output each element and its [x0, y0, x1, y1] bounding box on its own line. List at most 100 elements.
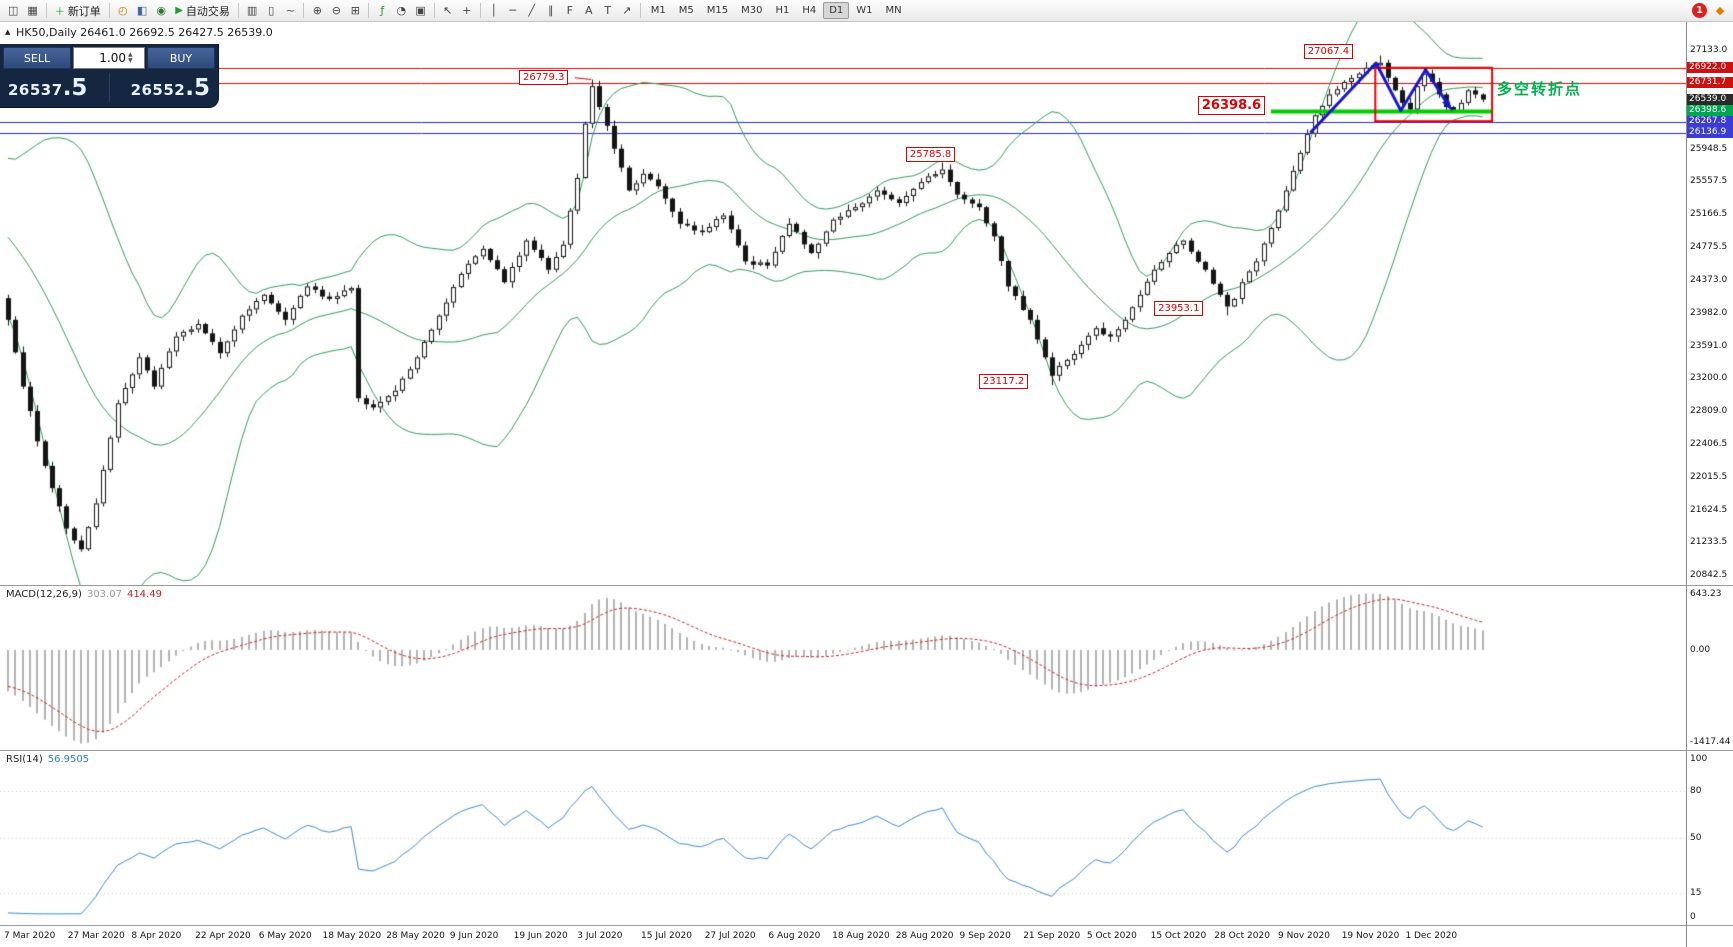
time-axis-label: 18 Aug 2020 — [832, 931, 890, 941]
tile-windows-icon[interactable]: ⊞ — [350, 4, 360, 17]
time-axis-label: 15 Jul 2020 — [641, 931, 692, 941]
time-axis-label: 19 Nov 2020 — [1341, 931, 1400, 941]
horizontal-line-icon[interactable]: ─ — [509, 4, 517, 17]
autotrade-button-icon: ▶ — [175, 5, 183, 16]
widget-divider — [109, 73, 110, 102]
cursor-icon[interactable]: ↖ — [443, 4, 453, 17]
volume-input[interactable] — [74, 51, 126, 65]
zoom-out-icon[interactable]: ⊖ — [331, 4, 341, 17]
time-axis-label: 15 Oct 2020 — [1150, 931, 1207, 941]
timeframe-d1[interactable]: D1 — [823, 2, 850, 19]
time-axis-label: 22 Apr 2020 — [195, 931, 251, 941]
chart-profiles-icon[interactable]: ▦ — [27, 4, 38, 17]
rsi-label: RSI(14) 56.9505 — [6, 754, 89, 765]
strategy-tester-icon[interactable]: ◉ — [156, 4, 167, 17]
trendline-icon[interactable]: ╱ — [528, 4, 536, 17]
main-toolbar: ◫ ▦ ＋新订单 ◴ ◧ ◉ ▶ 自动交易 ▥ ▯ ~ ⊕ ⊖ ⊞ ƒ ◔ ▣ ↖ + │ ─ ╱ ∥ F A T ↗ M1 M5 M15… — [0, 0, 1733, 22]
market-watch-icon[interactable]: ◴ — [118, 4, 128, 17]
timeframe-m1[interactable]: M1 — [650, 5, 666, 16]
trend-note[interactable]: 多空转折点 — [1497, 80, 1583, 98]
toolbar-separator — [433, 3, 435, 18]
text-icon[interactable]: A — [584, 4, 593, 17]
macd-axis-bottom: -1417.44 — [1690, 737, 1731, 747]
bar-chart-icon[interactable]: ▥ — [246, 4, 258, 17]
volume-spinner-up-icon[interactable]: ▲ — [128, 51, 133, 58]
periods-icon[interactable]: ◔ — [396, 4, 407, 17]
timeframe-m15[interactable]: M15 — [706, 5, 729, 16]
toolbar-separator — [45, 3, 47, 18]
crosshair-icon[interactable]: + — [462, 4, 472, 17]
price-axis-tick: 23591.0 — [1690, 340, 1728, 351]
sell-price[interactable]: 26537.5 — [8, 74, 88, 101]
line-chart-icon[interactable]: ~ — [285, 4, 295, 17]
label-icon[interactable]: T — [604, 4, 612, 17]
volume-spinner-down-icon[interactable]: ▼ — [128, 57, 133, 64]
channel-icon[interactable]: ∥ — [547, 4, 554, 17]
macd-name: MACD(12,26,9) — [6, 589, 82, 600]
rsi-axis-level: 100 — [1690, 754, 1708, 764]
new-order-button[interactable]: ＋新订单 — [51, 2, 105, 20]
time-axis-label: 6 Aug 2020 — [768, 931, 821, 941]
time-axis-label: 9 Jun 2020 — [449, 931, 499, 941]
macd-value-signal: 414.49 — [126, 589, 162, 600]
fibonacci-icon[interactable]: F — [566, 4, 573, 17]
main-chart-canvas[interactable] — [0, 22, 1686, 585]
macd-axis-zero: 0.00 — [1690, 644, 1711, 655]
pane-separator[interactable] — [0, 750, 1733, 751]
time-axis[interactable]: 7 Mar 2020 27 Mar 2020 8 Apr 2020 22 Apr 20… — [0, 926, 1686, 947]
time-axis-label: 28 Oct 2020 — [1214, 931, 1270, 941]
timeframe-m5[interactable]: M5 — [678, 5, 694, 16]
sell-button[interactable]: SELL — [3, 47, 71, 69]
price-annotation[interactable]: 23953.1 — [1154, 300, 1204, 316]
price-axis-tick: 25948.5 — [1690, 143, 1728, 154]
price-annotation[interactable]: 26398.6 — [1197, 95, 1266, 115]
window-edge-icon[interactable]: ◆ — [1715, 4, 1725, 17]
timeframe-mn[interactable]: MN — [885, 5, 902, 16]
buy-price[interactable]: 26552.5 — [130, 74, 210, 101]
macd-axis-top: 643.23 — [1690, 589, 1722, 599]
chart-ohlc-header: HK50,Daily 26461.0 26692.5 26427.5 26539… — [16, 26, 273, 39]
indicators-icon[interactable]: ƒ — [380, 4, 385, 17]
candlestick-chart-icon[interactable]: ▯ — [268, 4, 275, 17]
time-axis-label: 19 Jun 2020 — [513, 931, 568, 941]
autotrade-button-label: 自动交易 — [185, 4, 230, 18]
data-window-icon[interactable]: ◧ — [136, 4, 148, 17]
zoom-in-icon[interactable]: ⊕ — [312, 4, 322, 17]
price-axis-tick: 27133.0 — [1690, 45, 1728, 55]
arrow-tools-icon[interactable]: ↗ — [622, 4, 632, 17]
time-axis-label: 27 Jul 2020 — [704, 931, 756, 941]
timeframe-h1[interactable]: H1 — [775, 5, 790, 16]
templates-icon[interactable]: ▣ — [415, 4, 426, 17]
volume-spinner[interactable]: ▲ ▼ — [126, 52, 135, 64]
rsi-value: 56.9505 — [47, 754, 90, 765]
notification-badge[interactable]: 1 — [1692, 3, 1707, 18]
price-annotation[interactable]: 26779.3 — [519, 69, 569, 85]
rsi-axis-level: 15 — [1690, 888, 1702, 899]
price-annotation[interactable]: 27067.4 — [1303, 44, 1354, 60]
price-axis-tick: 24373.0 — [1690, 275, 1728, 286]
price-axis-tick: 25166.5 — [1690, 209, 1728, 220]
autotrade-button[interactable]: ▶ 自动交易 — [171, 2, 234, 20]
oneclick-toggle[interactable]: ▲ — [5, 28, 11, 36]
price-axis-tick: 20842.5 — [1690, 570, 1728, 580]
timeframe-h4[interactable]: H4 — [802, 5, 817, 16]
price-tag: 26539.0 — [1687, 93, 1733, 105]
rsi-axis-level: 80 — [1690, 785, 1702, 796]
macd-canvas[interactable] — [0, 586, 1686, 750]
new-chart-icon[interactable]: ◫ — [8, 4, 19, 17]
buy-button[interactable]: BUY — [147, 47, 215, 69]
price-annotation[interactable]: 23117.2 — [978, 373, 1029, 389]
toolbar-separator — [108, 3, 110, 18]
new-order-button-icon: ＋ — [54, 7, 65, 18]
price-tag: 26398.6 — [1687, 105, 1733, 117]
price-axis-tick: 22406.5 — [1690, 439, 1728, 450]
price-annotation[interactable]: 25785.8 — [905, 146, 956, 162]
pane-separator[interactable] — [0, 585, 1733, 586]
vertical-line-icon[interactable]: │ — [490, 4, 498, 17]
timeframe-w1[interactable]: W1 — [856, 5, 873, 16]
timeframe-m30[interactable]: M30 — [741, 5, 763, 16]
price-axis-tick: 22809.0 — [1690, 405, 1728, 416]
rsi-canvas[interactable] — [0, 751, 1686, 925]
rsi-axis-level: 50 — [1690, 833, 1702, 843]
price-axis-tick: 23200.0 — [1690, 373, 1728, 384]
